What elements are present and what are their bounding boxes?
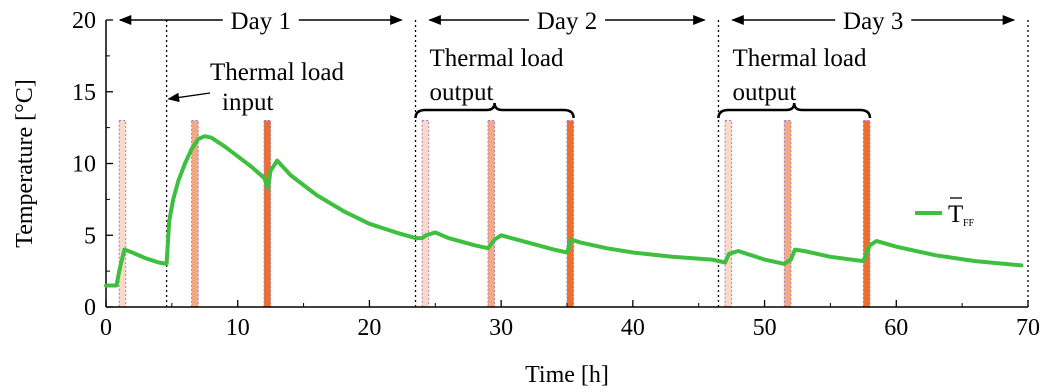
x-tick-label: 0 <box>100 315 112 341</box>
day-label-3: Day 3 <box>843 8 903 35</box>
heating-bar-3 <box>263 119 272 308</box>
heating-bar-6 <box>566 119 575 308</box>
x-tick-label: 70 <box>1016 315 1040 341</box>
annotation-output-day3-brace <box>717 102 872 119</box>
annotation-output-day3-line-2: output <box>732 79 796 106</box>
heating-bar-1 <box>118 119 127 308</box>
y-tick-label: 20 <box>72 8 96 34</box>
x-tick-label: 50 <box>753 315 777 341</box>
heating-bar-8 <box>783 119 792 308</box>
x-tick-label: 40 <box>621 315 645 341</box>
heating-bar-5 <box>487 119 496 308</box>
legend-label-subscript: FF <box>963 218 975 229</box>
annotation-output-day3-line-1: Thermal load <box>732 45 866 72</box>
annotation-input-line-1: Thermal load <box>210 59 344 86</box>
annotation-input-arrow <box>167 92 211 103</box>
x-tick-label: 60 <box>884 315 908 341</box>
x-axis-title: Time [h] <box>525 362 609 387</box>
y-tick-label: 15 <box>72 80 96 106</box>
annotation-output-day2-line-1: Thermal load <box>430 45 564 72</box>
heating-bar-9 <box>862 119 871 308</box>
x-tick-label: 10 <box>226 315 250 341</box>
annotation-input-line-2: input <box>222 89 273 116</box>
x-tick-label: 30 <box>489 315 513 341</box>
annotation-output-day2-brace <box>414 102 575 119</box>
y-axis-title: Temperature [°C] <box>12 79 38 248</box>
series-line-1 <box>104 134 1024 288</box>
heating-bar-4 <box>421 119 430 308</box>
y-tick-label: 10 <box>72 152 96 178</box>
y-tick-label: 5 <box>84 223 96 249</box>
x-tick-label: 20 <box>357 315 381 341</box>
day-label-2: Day 2 <box>537 8 597 35</box>
annotation-output-day2-line-2: output <box>430 79 494 106</box>
legend-label: T <box>948 201 963 228</box>
heating-bar-7 <box>724 119 733 308</box>
day-label-1: Day 1 <box>231 8 291 35</box>
y-tick-label: 0 <box>84 295 96 321</box>
